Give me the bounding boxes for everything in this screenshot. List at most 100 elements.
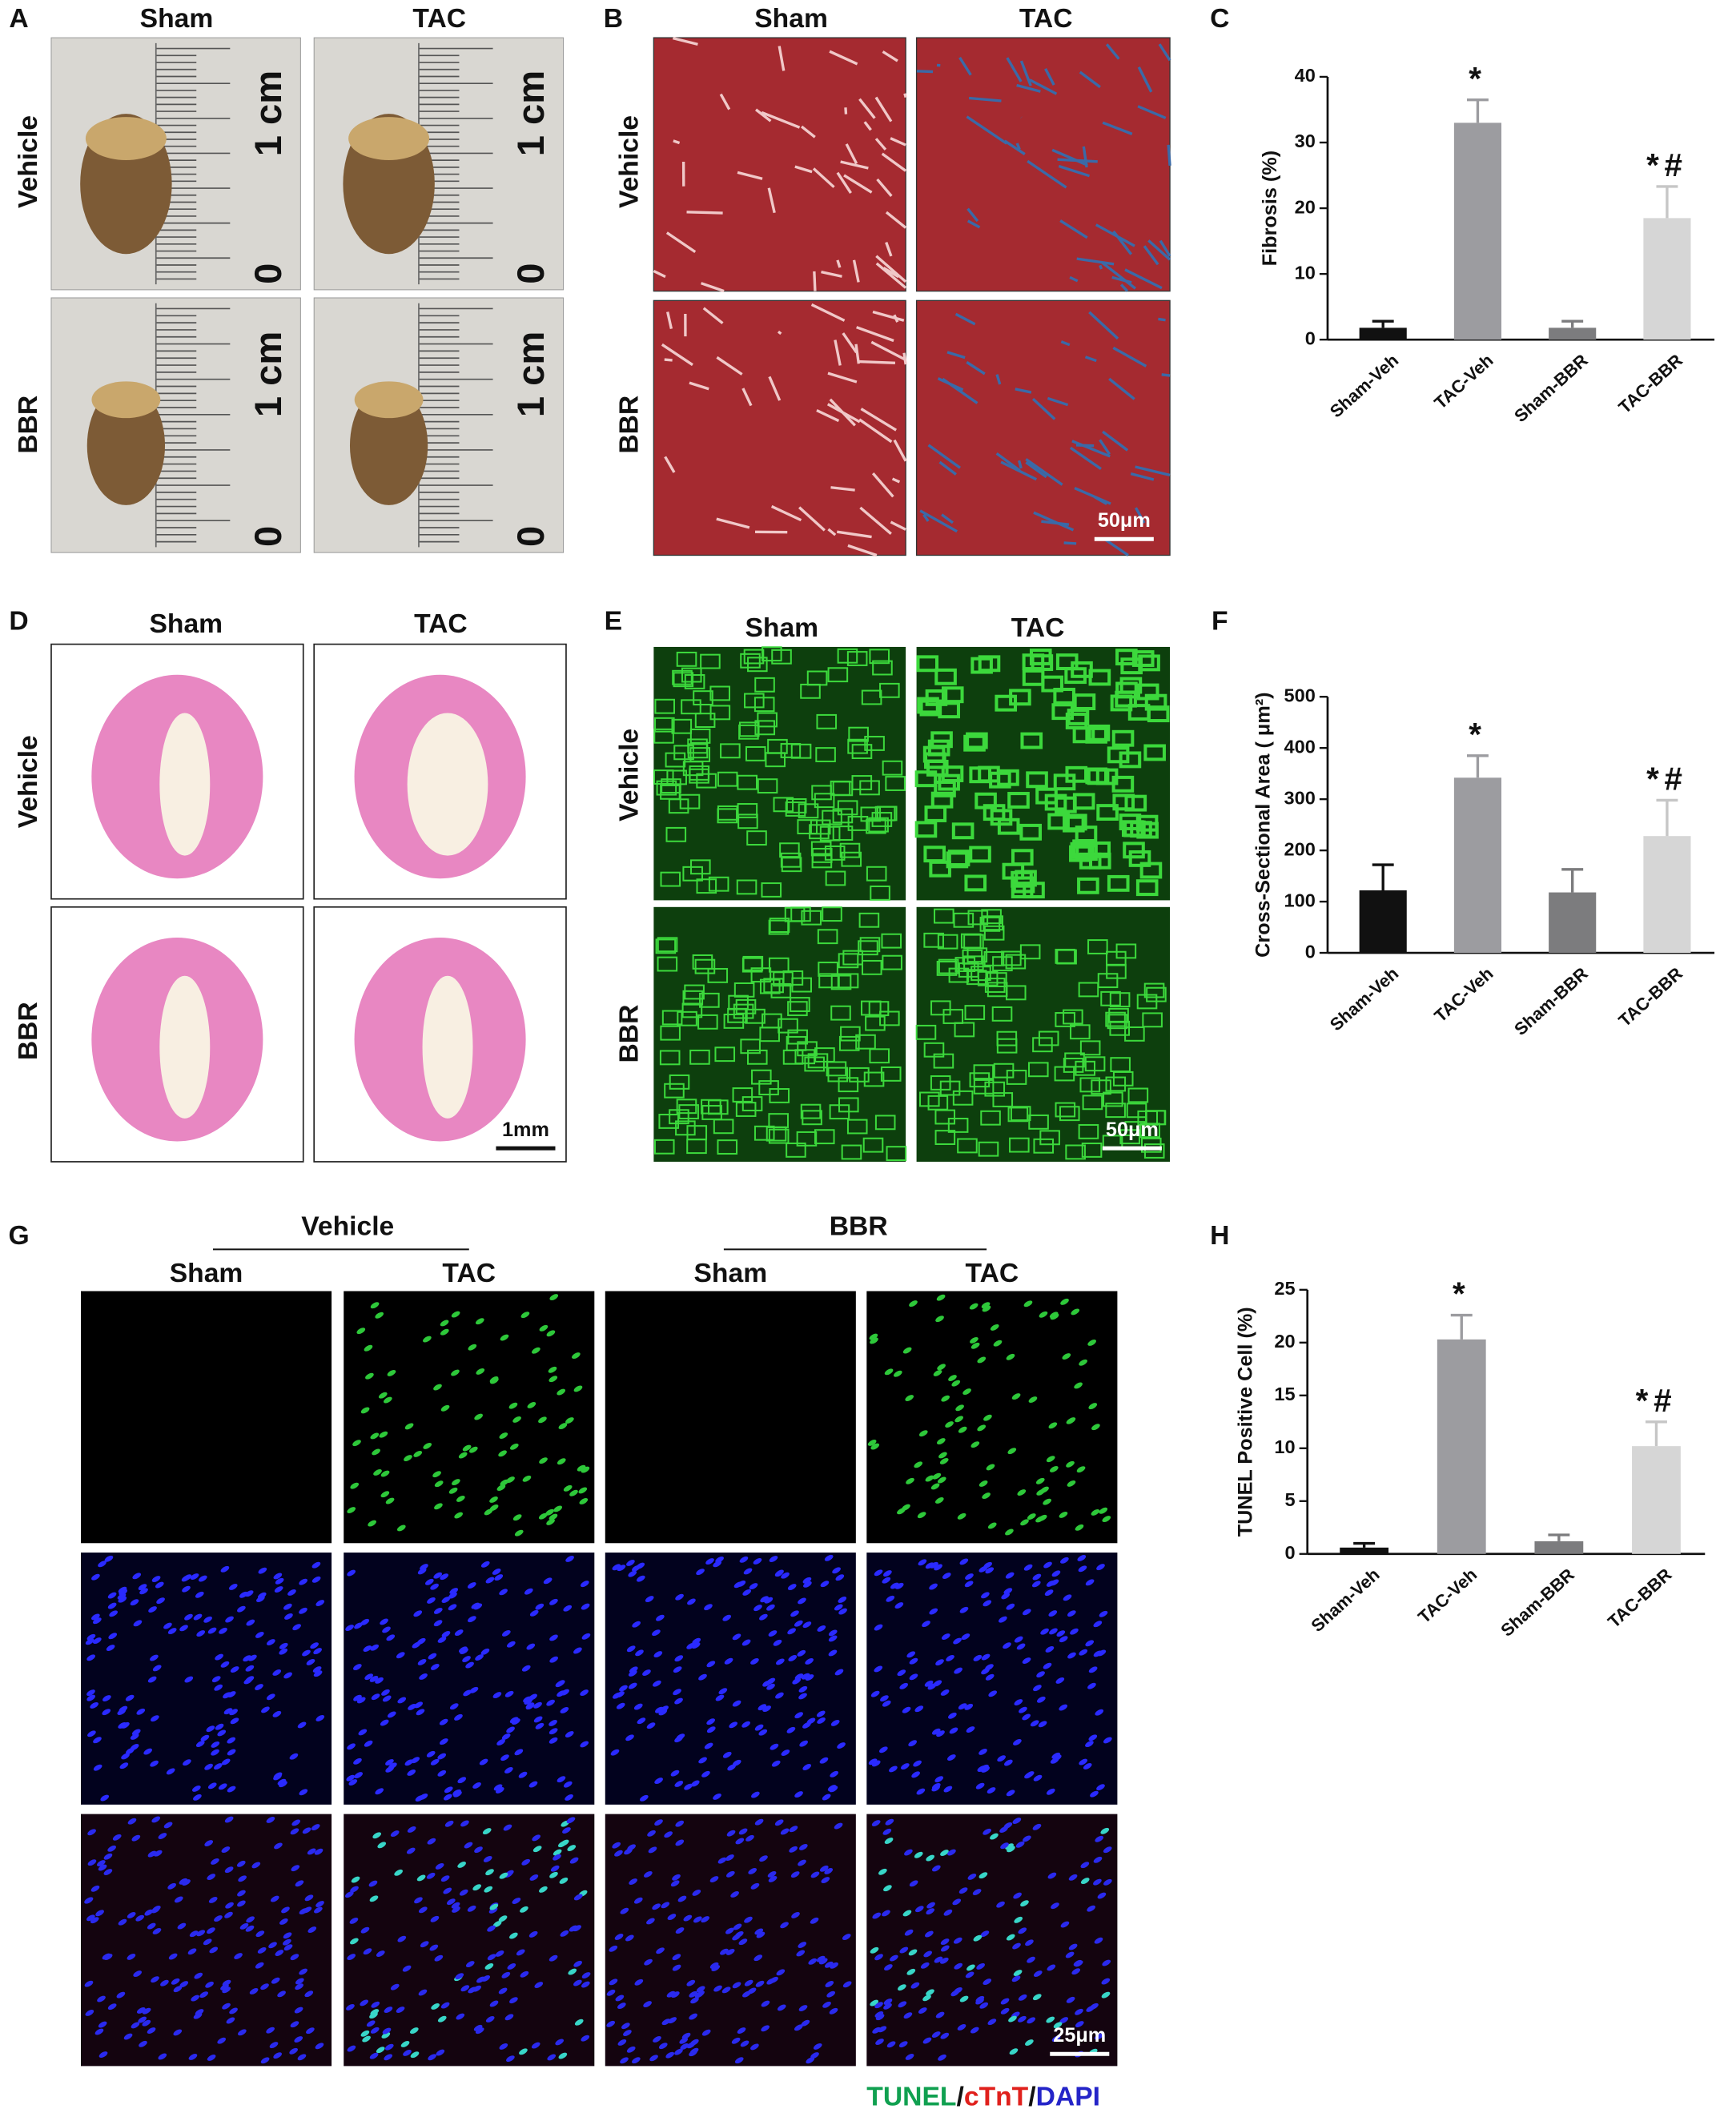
cell-outline <box>848 726 869 742</box>
x-tick-label: TAC-BBR <box>1614 963 1686 1030</box>
cell-outline <box>654 717 675 733</box>
nucleus <box>914 1705 924 1713</box>
nucleus <box>769 1556 778 1562</box>
cell-outline <box>717 805 738 821</box>
fiber <box>1019 60 1032 86</box>
nucleus <box>221 1758 231 1766</box>
y-tick-label: 15 <box>1274 1384 1295 1404</box>
nucleus <box>299 1607 307 1614</box>
cell-outline <box>825 870 846 886</box>
nucleus <box>913 1760 922 1767</box>
cell-outline <box>1110 1057 1131 1073</box>
cell-outline <box>1075 1060 1096 1076</box>
atrium <box>348 117 430 160</box>
nucleus <box>451 1369 460 1376</box>
nucleus <box>1059 1636 1068 1643</box>
fiber <box>875 255 907 283</box>
nucleus <box>775 1692 784 1699</box>
nucleus <box>1013 1970 1023 1976</box>
nucleus <box>407 1770 416 1776</box>
nucleus <box>817 1625 826 1632</box>
significance-mark: * <box>1453 1275 1470 1312</box>
nucleus <box>1050 1465 1059 1472</box>
nucleus <box>789 1846 798 1853</box>
cell-outline <box>914 821 938 838</box>
panel-label: F <box>1212 607 1228 637</box>
fiber <box>919 509 958 533</box>
nucleus <box>558 2052 568 2059</box>
fiber <box>1076 257 1115 266</box>
x-tick-label: Sham-BBR <box>1510 963 1592 1039</box>
nucleus <box>1025 1771 1035 1778</box>
cell-outline <box>838 1035 860 1051</box>
column-title: TAC <box>1011 613 1065 643</box>
y-tick-label: 0 <box>1305 327 1316 348</box>
fiber <box>1047 396 1069 407</box>
cell-outline <box>1010 1106 1031 1122</box>
nucleus <box>931 1785 941 1792</box>
nucleus <box>546 1518 555 1525</box>
nucleus <box>396 1652 405 1659</box>
nucleus <box>1043 1561 1052 1569</box>
nucleus <box>832 1567 841 1574</box>
nucleus <box>1103 1846 1112 1854</box>
cell-outline <box>1135 879 1159 897</box>
nucleus <box>988 1690 998 1697</box>
nucleus <box>757 1704 767 1711</box>
cell-outline <box>700 653 721 669</box>
nucleus <box>139 1588 148 1595</box>
nucleus <box>222 1979 231 1986</box>
nucleus <box>384 2007 393 2013</box>
nucleus <box>722 1614 732 1621</box>
cell-outline <box>1011 882 1034 899</box>
nucleus <box>423 1442 432 1449</box>
nucleus <box>86 1654 95 1661</box>
nucleus <box>275 1577 284 1585</box>
nucleus <box>828 1635 838 1642</box>
nucleus <box>349 1917 359 1924</box>
nucleus <box>982 1305 991 1312</box>
error-bar <box>1372 319 1394 328</box>
nucleus <box>842 1934 851 1941</box>
nucleus <box>834 1669 844 1676</box>
nucleus <box>879 1746 888 1753</box>
nucleus <box>209 1946 219 1954</box>
nucleus <box>758 1729 768 1736</box>
group-title: Vehicle <box>301 1211 394 1241</box>
nucleus <box>87 1859 97 1866</box>
nucleus <box>689 1990 698 1998</box>
nucleus <box>151 1816 161 1823</box>
cell-outline <box>934 1130 956 1145</box>
cell-outline <box>827 1067 849 1083</box>
nucleus <box>549 1294 559 1301</box>
bar <box>1534 1541 1584 1554</box>
nucleus <box>635 1649 644 1657</box>
nucleus <box>926 1989 934 1996</box>
cell-outline <box>689 765 710 781</box>
nucleus <box>257 1946 267 1954</box>
nucleus <box>803 1581 812 1588</box>
cell-outline <box>708 876 729 892</box>
nucleus <box>705 1558 714 1565</box>
micrograph <box>653 906 907 1162</box>
nucleus <box>1001 1593 1011 1600</box>
nucleus <box>929 1608 938 1615</box>
nucleus <box>102 1953 111 1960</box>
nucleus <box>384 2054 393 2061</box>
nucleus <box>798 1685 808 1693</box>
nucleus <box>279 1648 288 1655</box>
micrograph <box>50 37 301 291</box>
nucleus <box>741 1721 750 1728</box>
nucleus <box>983 1414 992 1421</box>
nucleus <box>1046 1456 1055 1463</box>
cell-outline <box>693 690 713 706</box>
nucleus <box>284 1613 293 1620</box>
nucleus <box>573 1979 582 1986</box>
cell-outline <box>1145 1110 1166 1126</box>
cell-outline <box>811 785 832 801</box>
nucleus <box>456 1495 465 1502</box>
nucleus <box>440 1875 450 1882</box>
fiber <box>827 528 837 536</box>
cell-outline <box>858 940 878 956</box>
nucleus <box>675 1593 684 1601</box>
